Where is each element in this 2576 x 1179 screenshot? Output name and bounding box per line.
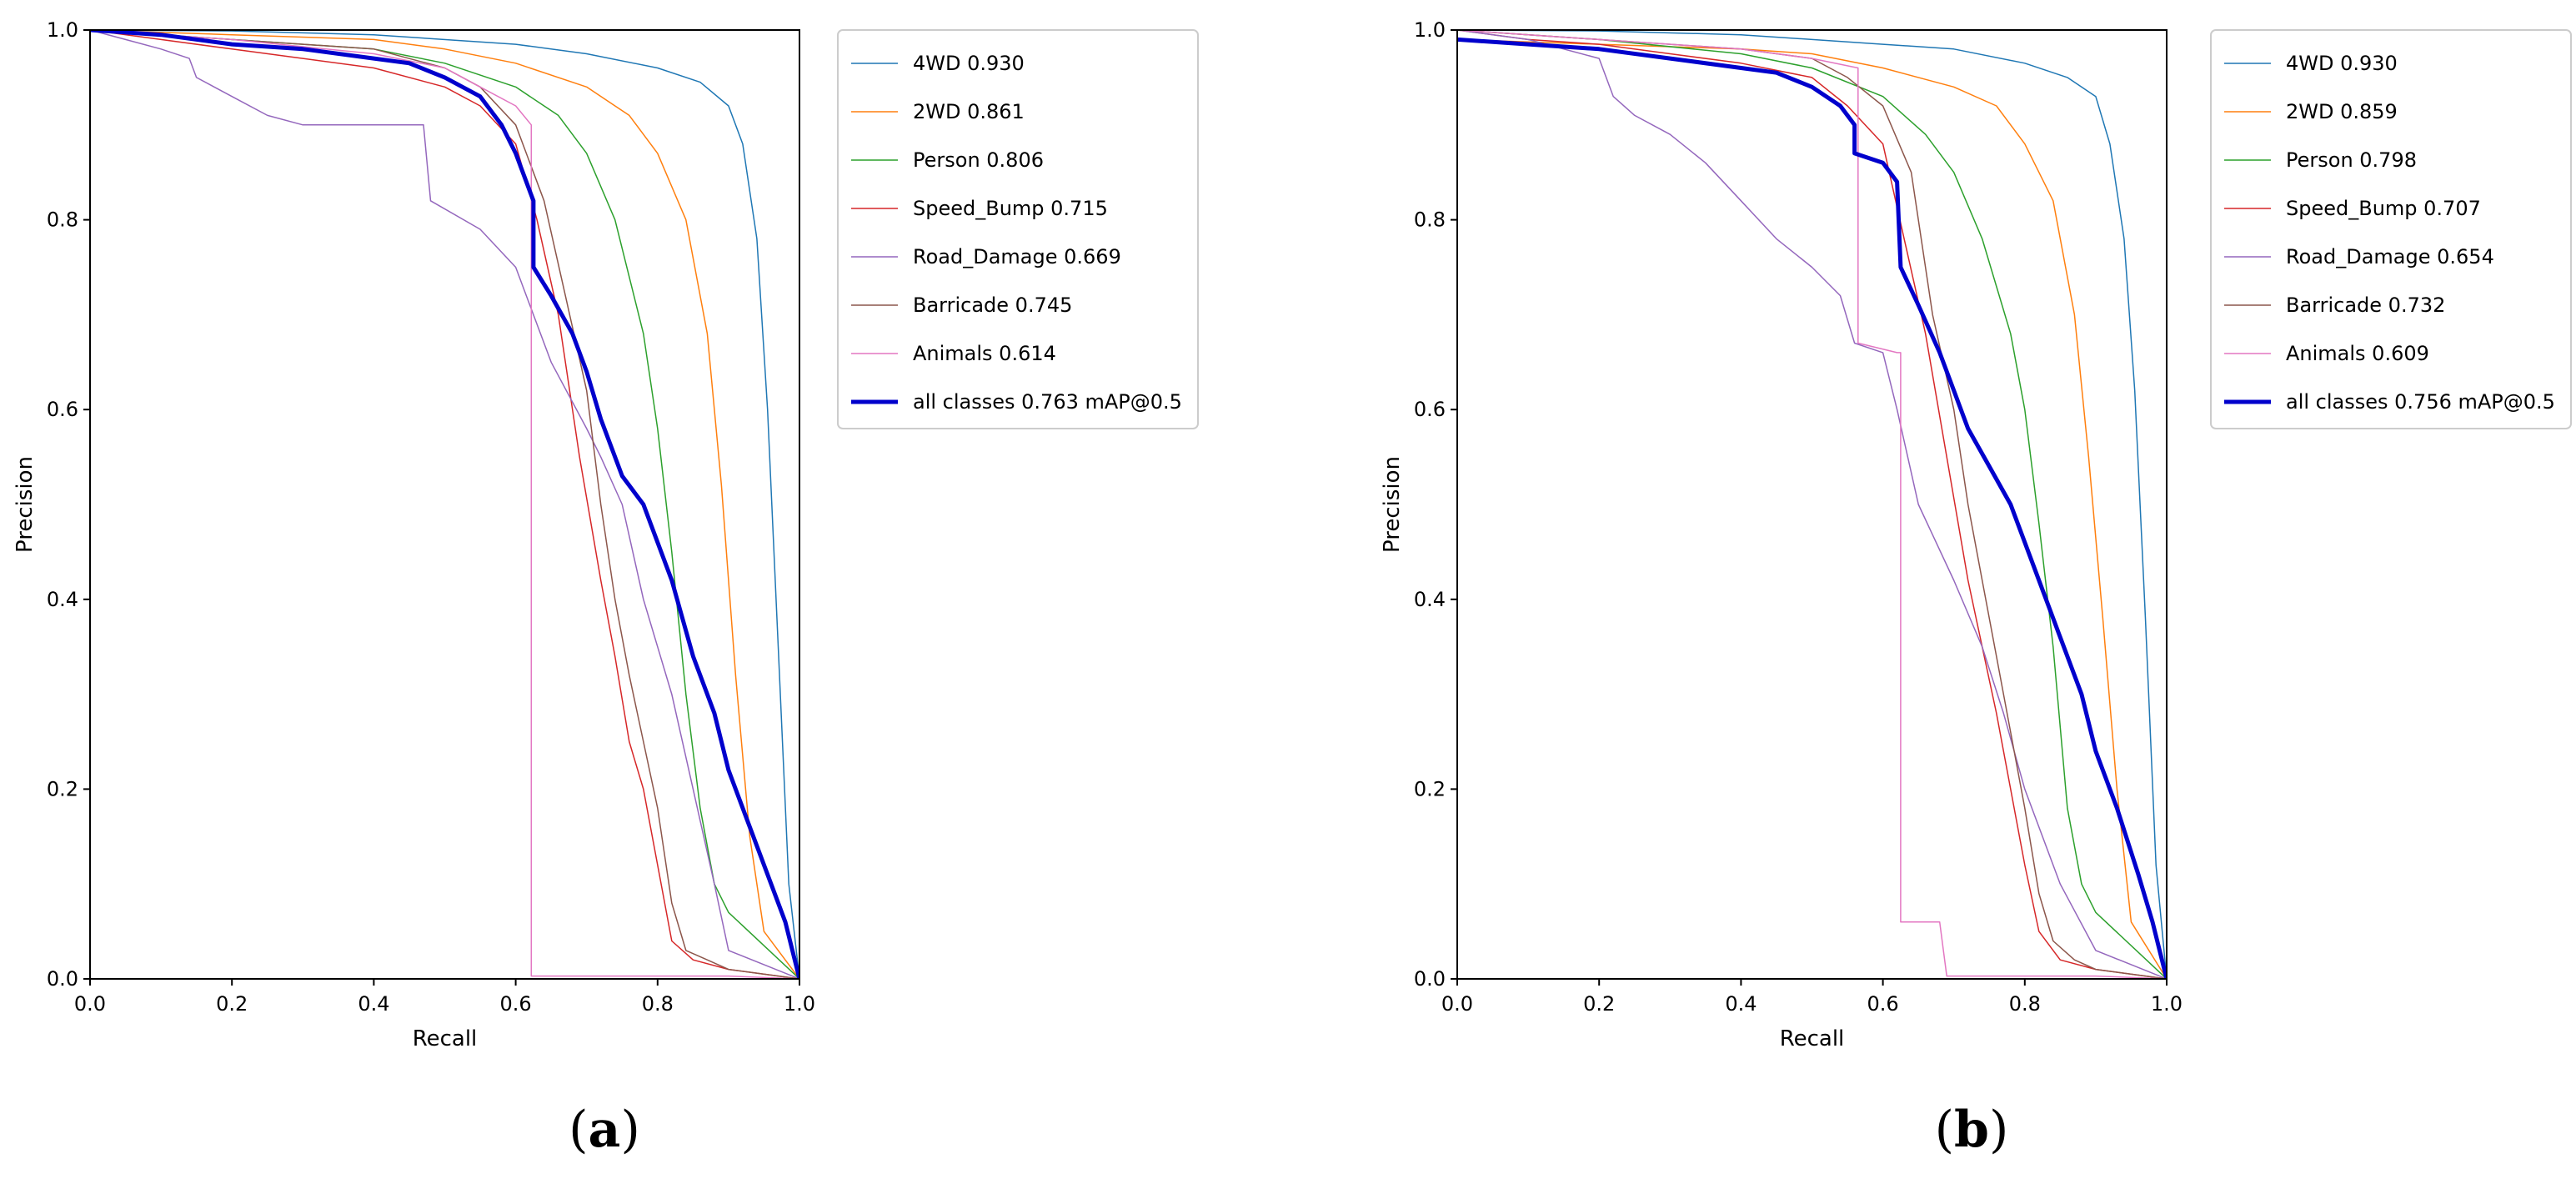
legend-label: 4WD 0.930 <box>913 52 1025 75</box>
y-tick-label: 0.8 <box>1414 208 1446 232</box>
chart-panel-b: 0.0 0.2 0.4 0.6 0.8 1.0 0.0 0.2 0.4 0.6 0.8 1.0 Reca… <box>1380 18 2572 1159</box>
legend-box <box>837 29 1199 429</box>
legend-label: 2WD 0.859 <box>2286 100 2398 123</box>
y-axis-label: Precision <box>1380 456 1405 553</box>
legend-label: Road_Damage 0.669 <box>913 245 1121 268</box>
legend-label: Barricade 0.732 <box>2286 293 2445 317</box>
series-line-1 <box>90 30 799 979</box>
legend: 4WD 0.930 2WD 0.859 Person 0.798 Speed_Bump… <box>2210 29 2572 429</box>
x-tick-label: 0.8 <box>2009 992 2041 1016</box>
series-line-1 <box>1457 38 2167 979</box>
x-tick-label: 0.6 <box>1867 992 1899 1016</box>
series-line-2 <box>1457 30 2167 979</box>
series-line-5 <box>1457 30 2167 979</box>
y-tick-label: 0.6 <box>47 398 78 421</box>
y-tick-label: 0.2 <box>1414 777 1446 800</box>
series-group <box>1457 30 2167 979</box>
legend: 4WD 0.930 2WD 0.861 Person 0.806 Speed_Bump… <box>837 29 1199 429</box>
legend-label: Person 0.806 <box>913 148 1044 172</box>
y-tick-label: 0.2 <box>47 777 78 800</box>
series-line-3 <box>90 30 799 979</box>
series-line-3 <box>1457 30 2167 979</box>
chart-panel-a: 0.0 0.2 0.4 0.6 0.8 1.0 0.0 0.2 0.4 0.6 0.8 1.0 Reca… <box>13 18 1199 1159</box>
y-tick-label: 0.4 <box>47 588 78 611</box>
legend-label: Person 0.798 <box>2286 148 2417 172</box>
y-tick-label: 1.0 <box>1414 18 1446 42</box>
x-tick-label: 0.6 <box>500 992 532 1016</box>
panel-label: (b) <box>1935 1101 2009 1159</box>
x-axis-label: Recall <box>413 1026 478 1051</box>
x-tick-label: 0.8 <box>642 992 674 1016</box>
y-tick-label: 0.0 <box>1414 967 1446 991</box>
y-tick-label: 0.6 <box>1414 398 1446 421</box>
legend-label: all classes 0.763 mAP@0.5 <box>913 390 1182 414</box>
x-tick-label: 0.4 <box>358 992 389 1016</box>
series-line-0 <box>90 30 799 979</box>
legend-label: 4WD 0.930 <box>2286 52 2398 75</box>
plot-frame <box>1456 29 2168 980</box>
series-line-6 <box>1457 30 2167 979</box>
legend-label: Speed_Bump 0.715 <box>913 197 1108 220</box>
x-tick-label: 0.2 <box>216 992 248 1016</box>
x-tick-label: 1.0 <box>2151 992 2183 1016</box>
y-tick-label: 0.0 <box>47 967 78 991</box>
x-tick-label: 0.0 <box>1441 992 1473 1016</box>
legend-box <box>2210 29 2572 429</box>
legend-label: Barricade 0.745 <box>913 293 1072 317</box>
series-line-6 <box>90 30 799 979</box>
x-tick-label: 1.0 <box>784 992 815 1016</box>
x-axis-label: Recall <box>1780 1026 1845 1051</box>
series-group <box>90 30 799 979</box>
legend-label: Animals 0.609 <box>2286 342 2429 365</box>
legend-label: 2WD 0.861 <box>913 100 1025 123</box>
legend-label: all classes 0.756 mAP@0.5 <box>2286 390 2555 414</box>
series-line-7 <box>90 30 799 979</box>
legend-label: Animals 0.614 <box>913 342 1056 365</box>
x-tick-label: 0.2 <box>1583 992 1615 1016</box>
y-tick-label: 1.0 <box>47 18 78 42</box>
series-line-5 <box>90 30 799 979</box>
series-line-7 <box>1457 37 2167 979</box>
series-line-2 <box>90 30 799 979</box>
y-axis-label: Precision <box>13 456 38 553</box>
y-tick-label: 0.4 <box>1414 588 1446 611</box>
legend-label: Road_Damage 0.654 <box>2286 245 2494 268</box>
x-tick-label: 0.4 <box>1725 992 1757 1016</box>
series-line-0 <box>1457 30 2167 979</box>
plot-frame <box>89 29 800 980</box>
x-tick-label: 0.0 <box>74 992 106 1016</box>
panel-label: (a) <box>569 1101 640 1159</box>
y-tick-label: 0.8 <box>47 208 78 232</box>
legend-label: Speed_Bump 0.707 <box>2286 197 2481 220</box>
series-line-4 <box>1457 30 2167 979</box>
series-line-4 <box>90 30 799 979</box>
